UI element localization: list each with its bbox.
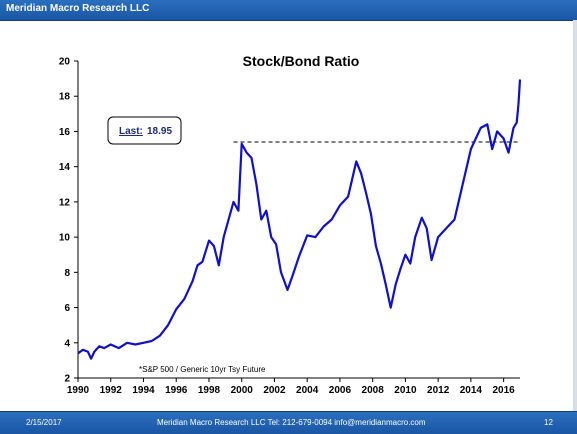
x-tick-label: 2008	[362, 385, 385, 396]
x-tick-label: 1990	[67, 385, 90, 396]
footer-info: Meridian Macro Research LLC Tel: 212-679…	[157, 418, 426, 427]
x-tick-label: 2016	[493, 385, 516, 396]
y-ticks: 2 4 6 8 10 12 14 16 18 20	[59, 57, 78, 385]
x-tick-label: 2002	[263, 385, 286, 396]
y-tick-label: 14	[59, 162, 71, 173]
y-tick-label: 2	[64, 374, 70, 385]
y-tick-label: 12	[59, 197, 71, 208]
y-tick-label: 20	[59, 57, 71, 68]
source-annotation: *S&P 500 / Generic 10yr Tsy Future	[139, 365, 266, 374]
x-tick-label: 2004	[296, 385, 319, 396]
x-tick-label: 1994	[132, 385, 155, 396]
last-label: Last:	[119, 126, 143, 137]
page-edge	[573, 20, 577, 411]
y-tick-label: 4	[64, 338, 70, 349]
y-tick-label: 8	[64, 268, 70, 279]
x-tick-label: 2014	[460, 385, 483, 396]
x-tick-label: 1992	[100, 385, 123, 396]
footer-page: 12	[544, 418, 553, 427]
x-ticks: 1990 1992 1994 1996 1998 2000 2002 2004 2006 2008…	[67, 378, 515, 396]
x-tick-label: 1996	[165, 385, 188, 396]
footer-bar: 2/15/2017 Meridian Macro Research LLC Te…	[0, 411, 577, 434]
last-value-box: Last: 18.95	[107, 116, 182, 145]
x-tick-label: 1998	[198, 385, 221, 396]
y-tick-label: 18	[59, 92, 71, 103]
x-tick-label: 2006	[329, 385, 352, 396]
x-tick-label: 2012	[427, 385, 450, 396]
last-box-frame	[107, 116, 182, 145]
y-tick-label: 16	[59, 127, 71, 138]
series-line	[77, 79, 522, 360]
chart-title: Stock/Bond Ratio	[243, 53, 360, 69]
header-title: Meridian Macro Research LLC	[6, 3, 150, 14]
x-tick-label: 2000	[231, 385, 254, 396]
header-bar: Meridian Macro Research LLC	[0, 0, 577, 21]
y-tick-label: 10	[59, 233, 71, 244]
last-value: 18.95	[147, 126, 172, 137]
footer-date: 2/15/2017	[26, 418, 62, 427]
x-tick-label: 2010	[394, 385, 417, 396]
y-tick-label: 6	[64, 303, 70, 314]
